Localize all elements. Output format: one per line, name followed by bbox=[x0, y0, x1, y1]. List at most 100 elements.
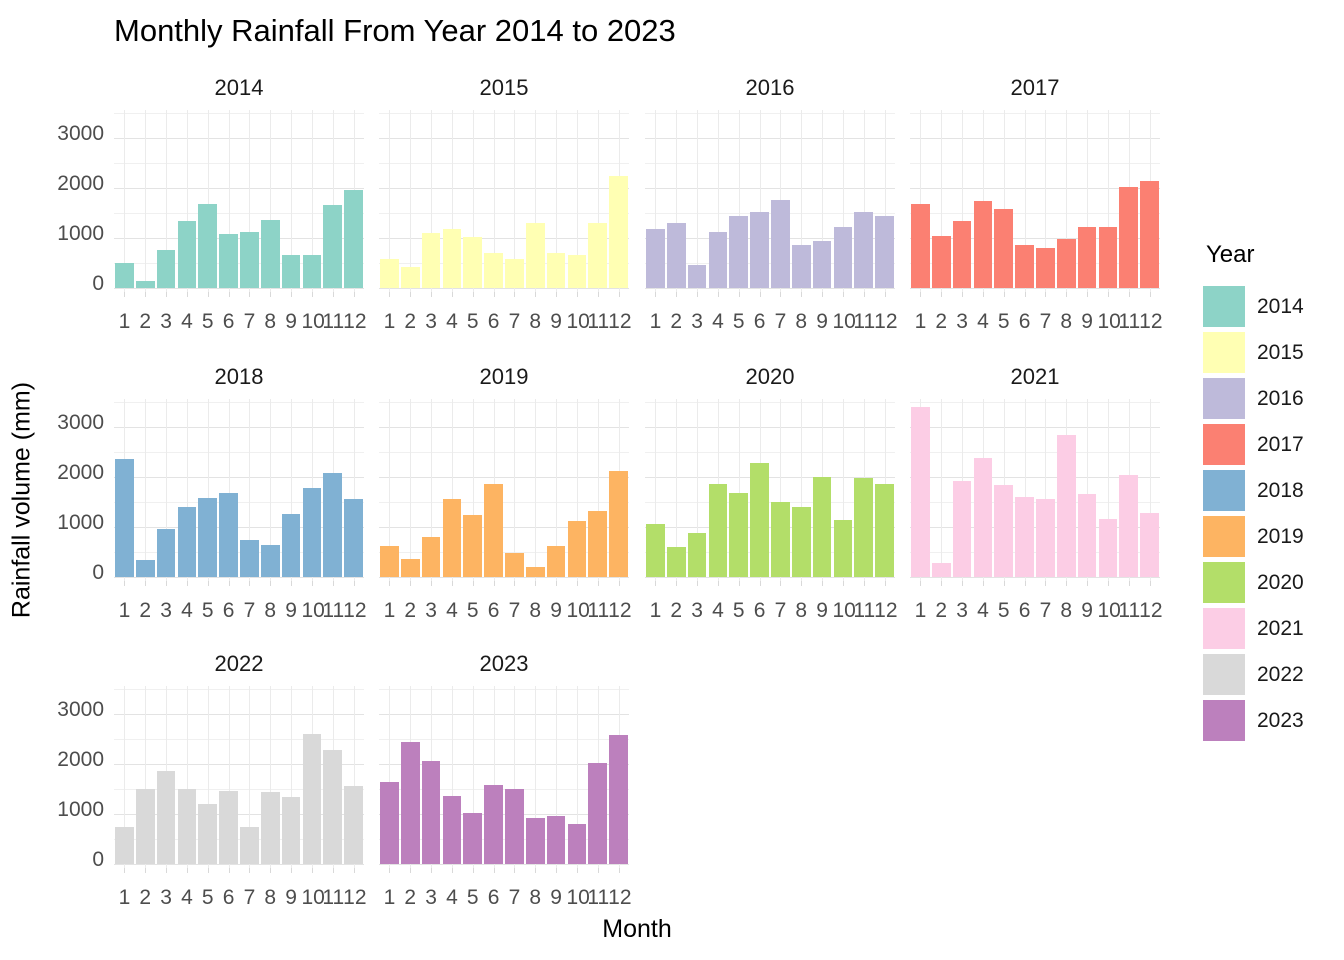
vertical-gridline bbox=[655, 110, 657, 292]
bar-month-9 bbox=[546, 253, 566, 288]
vertical-gridline bbox=[1024, 399, 1026, 581]
x-tick-label: 6 bbox=[753, 599, 766, 622]
x-tick-label: 2 bbox=[404, 599, 417, 622]
bar-month-10 bbox=[567, 823, 587, 864]
x-tick-mark bbox=[535, 868, 537, 873]
x-tick-mark bbox=[332, 868, 334, 873]
vertical-gridline bbox=[249, 686, 251, 868]
vertical-gridline bbox=[676, 110, 678, 292]
x-tick-mark bbox=[353, 292, 355, 297]
x-tick-mark bbox=[389, 868, 391, 873]
facet-strip-label: 2023 bbox=[479, 651, 529, 676]
x-tick-mark bbox=[535, 292, 537, 297]
bar-month-9 bbox=[812, 241, 832, 288]
x-tick-label: 3 bbox=[956, 310, 968, 333]
x-tick-label: 9 bbox=[285, 886, 297, 909]
major-gridline bbox=[114, 864, 364, 865]
bar-month-9 bbox=[281, 254, 301, 288]
bar-month-12 bbox=[609, 734, 628, 864]
facet-panel bbox=[114, 686, 364, 868]
legend-item-2016: 2016 bbox=[1203, 378, 1343, 419]
facet-strip-label: 2021 bbox=[1010, 364, 1060, 389]
x-tick-label: 8 bbox=[795, 599, 808, 622]
bar-month-10 bbox=[833, 520, 853, 577]
vertical-gridline bbox=[186, 686, 188, 868]
facet-panel bbox=[645, 399, 895, 581]
x-tick-label: 4 bbox=[977, 310, 989, 333]
x-tick-label: 5 bbox=[201, 599, 214, 622]
x-tick-label: 6 bbox=[487, 886, 500, 909]
vertical-gridline bbox=[228, 399, 230, 581]
x-tick-label: 5 bbox=[997, 310, 1010, 333]
x-tick-label: 3 bbox=[160, 886, 172, 909]
x-tick-label: 7 bbox=[774, 310, 787, 333]
y-tick-label: 2000 bbox=[57, 172, 104, 195]
x-axis-title: Month bbox=[602, 915, 672, 943]
legend-swatch bbox=[1203, 470, 1245, 511]
vertical-gridline bbox=[1107, 110, 1109, 292]
y-tick-label: 3000 bbox=[57, 411, 104, 434]
bar-month-9 bbox=[812, 476, 832, 577]
bar-month-7 bbox=[505, 788, 524, 864]
x-tick-mark bbox=[270, 292, 272, 297]
bar-month-5 bbox=[994, 485, 1014, 577]
vertical-gridline bbox=[145, 399, 147, 581]
x-tick-label: 6 bbox=[222, 310, 235, 333]
vertical-gridline bbox=[1003, 110, 1005, 292]
x-tick-mark bbox=[291, 292, 293, 297]
x-tick-mark bbox=[982, 292, 984, 297]
x-tick-label: 11 bbox=[322, 599, 345, 622]
x-tick-mark bbox=[472, 868, 474, 873]
vertical-gridline bbox=[228, 110, 230, 292]
x-tick-label: 10 bbox=[1097, 310, 1121, 333]
x-tick-label: 8 bbox=[1060, 599, 1073, 622]
x-tick-mark bbox=[1128, 581, 1130, 586]
vertical-gridline bbox=[389, 686, 391, 868]
y-tick-label: 3000 bbox=[57, 698, 104, 721]
x-tick-mark bbox=[1066, 581, 1068, 586]
x-tick-mark bbox=[270, 581, 272, 586]
bar-month-10 bbox=[302, 254, 322, 288]
major-gridline bbox=[645, 188, 895, 189]
minor-gridline bbox=[910, 552, 1160, 553]
bar-month-1 bbox=[911, 407, 930, 577]
x-tick-mark bbox=[884, 292, 886, 297]
bar-month-2 bbox=[666, 547, 686, 577]
bar-month-6 bbox=[1015, 244, 1034, 288]
y-tick-label: 1000 bbox=[57, 798, 104, 821]
x-tick-mark bbox=[697, 581, 699, 586]
x-tick-label: 12 bbox=[608, 886, 632, 909]
bar-month-11 bbox=[588, 762, 608, 864]
x-tick-mark bbox=[311, 292, 313, 297]
x-tick-mark bbox=[842, 292, 844, 297]
x-tick-label: 5 bbox=[201, 310, 214, 333]
x-tick-mark bbox=[431, 868, 433, 873]
x-tick-label: 6 bbox=[1018, 310, 1031, 333]
y-tick-label: 1000 bbox=[57, 222, 104, 245]
bar-month-8 bbox=[791, 507, 811, 577]
minor-gridline bbox=[379, 789, 629, 790]
y-tick-label: 2000 bbox=[57, 461, 104, 484]
x-tick-mark bbox=[920, 581, 922, 586]
x-tick-label: 10 bbox=[832, 310, 856, 333]
minor-gridline bbox=[114, 263, 364, 264]
x-tick-label: 3 bbox=[425, 310, 437, 333]
minor-gridline bbox=[379, 552, 629, 553]
x-tick-mark bbox=[291, 581, 293, 586]
x-tick-label: 9 bbox=[550, 310, 562, 333]
minor-gridline bbox=[645, 452, 895, 453]
bar-month-4 bbox=[442, 498, 462, 577]
x-tick-label: 5 bbox=[466, 886, 479, 909]
x-tick-label: 7 bbox=[508, 599, 521, 622]
x-tick-mark bbox=[597, 581, 599, 586]
minor-gridline bbox=[379, 263, 629, 264]
vertical-gridline bbox=[166, 399, 168, 581]
bar-month-2 bbox=[400, 266, 420, 288]
bar-month-11 bbox=[588, 510, 608, 577]
bar-month-10 bbox=[567, 254, 587, 288]
vertical-gridline bbox=[576, 399, 578, 581]
bar-month-4 bbox=[973, 200, 993, 288]
major-gridline bbox=[910, 138, 1160, 139]
x-tick-label: 11 bbox=[587, 886, 610, 909]
x-tick-label: 1 bbox=[383, 886, 396, 909]
